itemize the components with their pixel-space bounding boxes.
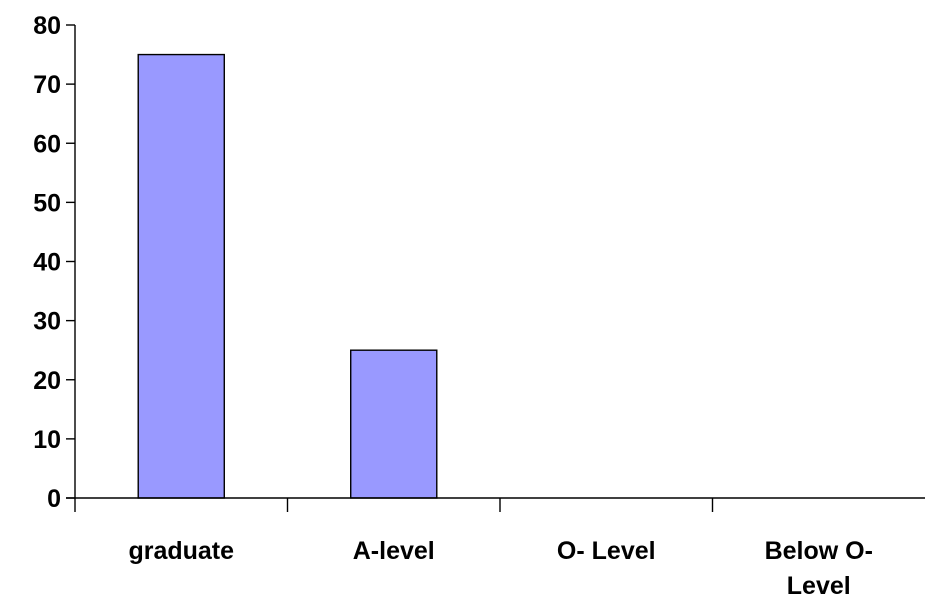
y-tick-label: 30 [33, 308, 61, 336]
x-tick-label: A-level [353, 537, 435, 565]
y-tick-label: 20 [33, 367, 61, 395]
x-tick-label: O- Level [557, 537, 656, 565]
y-axis: 0 10 20 30 40 50 60 70 80 [33, 12, 76, 513]
y-tick-label: 10 [33, 426, 61, 454]
y-tick-label: 70 [33, 71, 61, 99]
y-tick-label: 80 [33, 12, 61, 40]
y-tick-label: 50 [33, 189, 61, 217]
x-tick-label: graduate [128, 537, 234, 565]
y-tick-label: 40 [33, 249, 61, 277]
x-axis: graduate A-level O- Level Below O-Level [66, 497, 925, 600]
bar-a-level [350, 349, 438, 499]
bar-graduate [137, 53, 225, 499]
bars [137, 53, 438, 499]
y-tick-label: 60 [33, 130, 61, 158]
y-tick-label: 0 [47, 485, 61, 513]
x-tick-label: Below O-Level [765, 537, 873, 600]
